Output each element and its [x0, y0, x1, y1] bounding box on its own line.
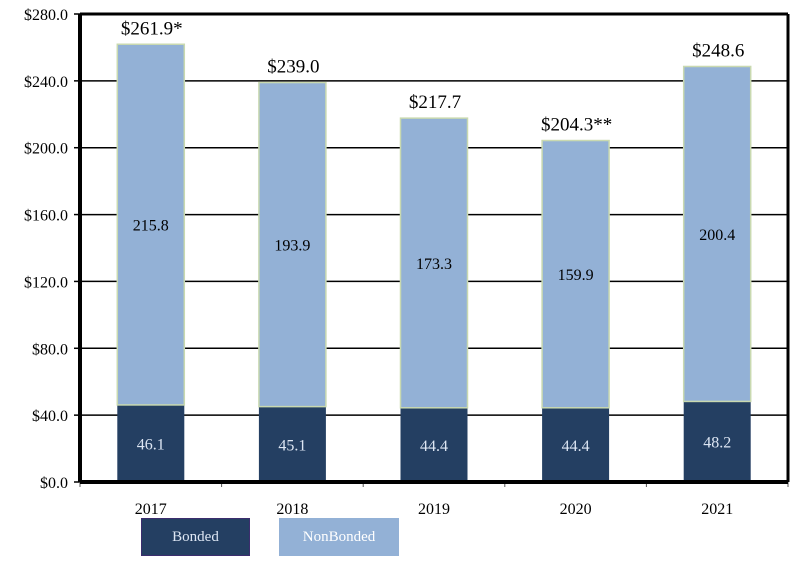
axes: [74, 12, 790, 487]
bar-nonbonded-2021: [682, 65, 752, 403]
x-tick-label: 2019: [418, 501, 450, 518]
y-axis-tick-labels: $0.0 $40.0 $80.0 $120.0 $160.0 $200.0 $240.0 $2…: [24, 7, 68, 492]
bar-bonded-2017: [117, 404, 185, 482]
bar-nonbonded-2019: [399, 117, 469, 409]
x-axis-tick-labels: 2017 2018 2019 2020 2021: [135, 501, 733, 518]
data-labels: 46.1 215.8 $261.9* 45.1 193.9 $239.0 44.4 173.3…: [121, 18, 744, 455]
bar-bonded-2018: [258, 406, 326, 482]
data-label-bonded: 44.4: [562, 438, 590, 455]
x-tick-label: 2017: [135, 501, 167, 518]
legend-item-bonded: Bonded: [141, 518, 250, 556]
x-tick-label: 2018: [276, 501, 308, 518]
data-label-nonbonded: 159.9: [558, 267, 594, 284]
bar-bonded-2021: [683, 401, 751, 482]
legend-label-nonbonded: NonBonded: [302, 528, 376, 545]
data-label-nonbonded: 193.9: [274, 238, 310, 255]
bars: [116, 43, 752, 482]
legend-label-bonded: Bonded: [172, 528, 219, 545]
bar-bonded-2020: [542, 407, 610, 482]
y-tick-label: $120.0: [24, 274, 68, 291]
data-label-bonded: 45.1: [278, 437, 306, 454]
y-tick-label: $40.0: [32, 408, 68, 425]
y-tick-label: $80.0: [32, 341, 68, 358]
x-tick-label: 2021: [701, 501, 733, 518]
y-tick-label: $200.0: [24, 141, 68, 158]
bar-bonded-2019: [400, 407, 468, 482]
total-label: $261.9*: [121, 18, 183, 39]
total-label: $248.6: [692, 40, 744, 61]
data-label-bonded: 46.1: [137, 436, 165, 453]
total-label: $204.3**: [541, 115, 612, 136]
bar-nonbonded-2017: [116, 43, 186, 406]
total-label: $217.7: [409, 92, 461, 113]
data-label-nonbonded: 173.3: [416, 256, 452, 273]
data-label-nonbonded: 200.4: [699, 227, 735, 244]
total-label: $239.0: [267, 57, 319, 78]
bar-nonbonded-2020: [541, 139, 610, 409]
y-tick-label: $160.0: [24, 208, 68, 225]
x-tick-label: 2020: [560, 501, 592, 518]
y-tick-label: $280.0: [24, 7, 68, 24]
legend-item-nonbonded: NonBonded: [279, 518, 399, 556]
y-tick-label: $240.0: [24, 74, 68, 91]
data-label-bonded: 44.4: [420, 438, 448, 455]
data-label-bonded: 48.2: [703, 435, 731, 452]
y-tick-label: $0.0: [40, 475, 68, 492]
data-label-nonbonded: 215.8: [133, 218, 169, 235]
bar-nonbonded-2018: [258, 81, 327, 408]
